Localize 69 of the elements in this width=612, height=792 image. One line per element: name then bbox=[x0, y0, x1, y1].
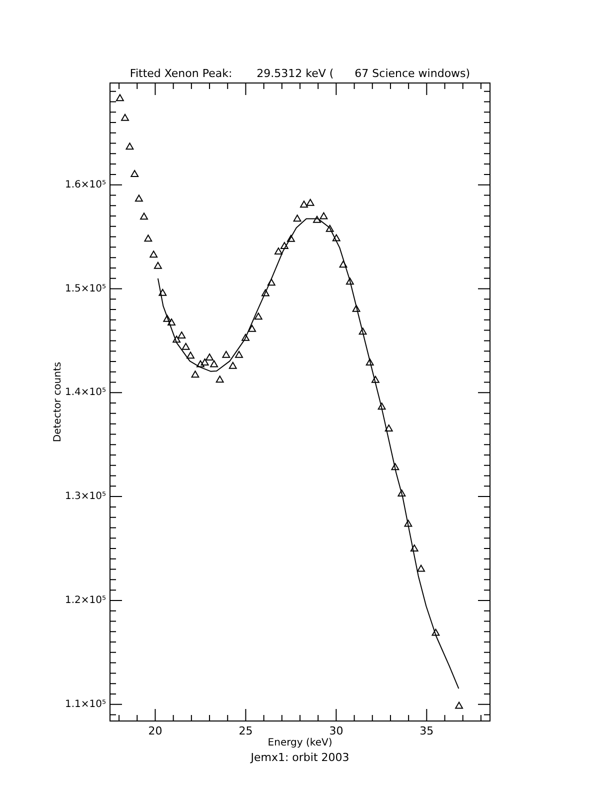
point bbox=[242, 334, 250, 341]
point bbox=[417, 564, 426, 572]
point bbox=[366, 358, 374, 366]
point bbox=[267, 278, 276, 286]
point bbox=[293, 214, 302, 222]
point bbox=[455, 702, 464, 709]
point bbox=[378, 402, 386, 410]
x-tick-label: 35 bbox=[420, 724, 434, 738]
point bbox=[121, 114, 129, 121]
point bbox=[126, 142, 134, 150]
y-tick-label: 1.4×10⁵ bbox=[64, 387, 106, 398]
point bbox=[158, 288, 167, 296]
point bbox=[339, 260, 348, 268]
point bbox=[191, 370, 200, 378]
point bbox=[306, 198, 314, 206]
point bbox=[404, 520, 412, 527]
point bbox=[178, 332, 186, 339]
point bbox=[200, 358, 209, 366]
point bbox=[163, 314, 172, 322]
point bbox=[274, 248, 282, 255]
x-tick-label: 30 bbox=[329, 724, 344, 738]
point bbox=[172, 336, 181, 343]
y-tick-label: 1.1×10⁵ bbox=[64, 698, 106, 710]
point bbox=[186, 352, 194, 359]
point bbox=[254, 312, 262, 320]
point bbox=[130, 170, 139, 177]
y-tick-label: 1.6×10⁵ bbox=[64, 179, 106, 190]
point bbox=[228, 362, 237, 369]
point bbox=[326, 224, 334, 232]
point bbox=[384, 424, 393, 432]
point bbox=[248, 324, 256, 332]
point bbox=[358, 328, 367, 335]
point bbox=[210, 360, 218, 368]
point bbox=[168, 318, 176, 326]
point bbox=[286, 234, 295, 242]
text: Jemx1: orbit 2003 bbox=[250, 751, 350, 764]
point bbox=[320, 212, 328, 220]
point bbox=[313, 216, 321, 223]
y-axis-title: Detector counts bbox=[52, 362, 64, 442]
point bbox=[300, 200, 308, 208]
point bbox=[222, 350, 230, 358]
point bbox=[371, 376, 380, 383]
x-tick-label: 20 bbox=[148, 724, 162, 738]
point bbox=[391, 463, 400, 470]
point bbox=[280, 242, 288, 249]
point bbox=[134, 194, 143, 202]
point bbox=[216, 376, 224, 383]
point bbox=[410, 544, 418, 552]
point bbox=[346, 278, 354, 285]
x-axis-title: Energy (keV) bbox=[268, 738, 332, 749]
chart-title: Fitted Xenon Peak: 29.5312 keV ( 67 Science windows) bbox=[130, 67, 470, 80]
point bbox=[261, 289, 270, 296]
x-tick-label: 25 bbox=[238, 724, 253, 738]
point bbox=[154, 262, 162, 269]
point bbox=[182, 342, 190, 350]
point bbox=[235, 350, 243, 358]
point bbox=[150, 250, 158, 258]
y-tick-label: 1.2×10⁵ bbox=[64, 595, 106, 606]
point bbox=[116, 94, 124, 102]
point bbox=[332, 234, 340, 242]
point bbox=[352, 304, 360, 312]
point bbox=[140, 212, 148, 220]
point bbox=[206, 354, 214, 361]
y-tick-label: 1.3×10⁵ bbox=[64, 491, 106, 502]
point bbox=[398, 489, 406, 496]
point bbox=[144, 234, 152, 242]
point bbox=[196, 360, 204, 368]
point bbox=[432, 628, 440, 636]
y-tick-label: 1.5×10⁵ bbox=[64, 283, 106, 294]
